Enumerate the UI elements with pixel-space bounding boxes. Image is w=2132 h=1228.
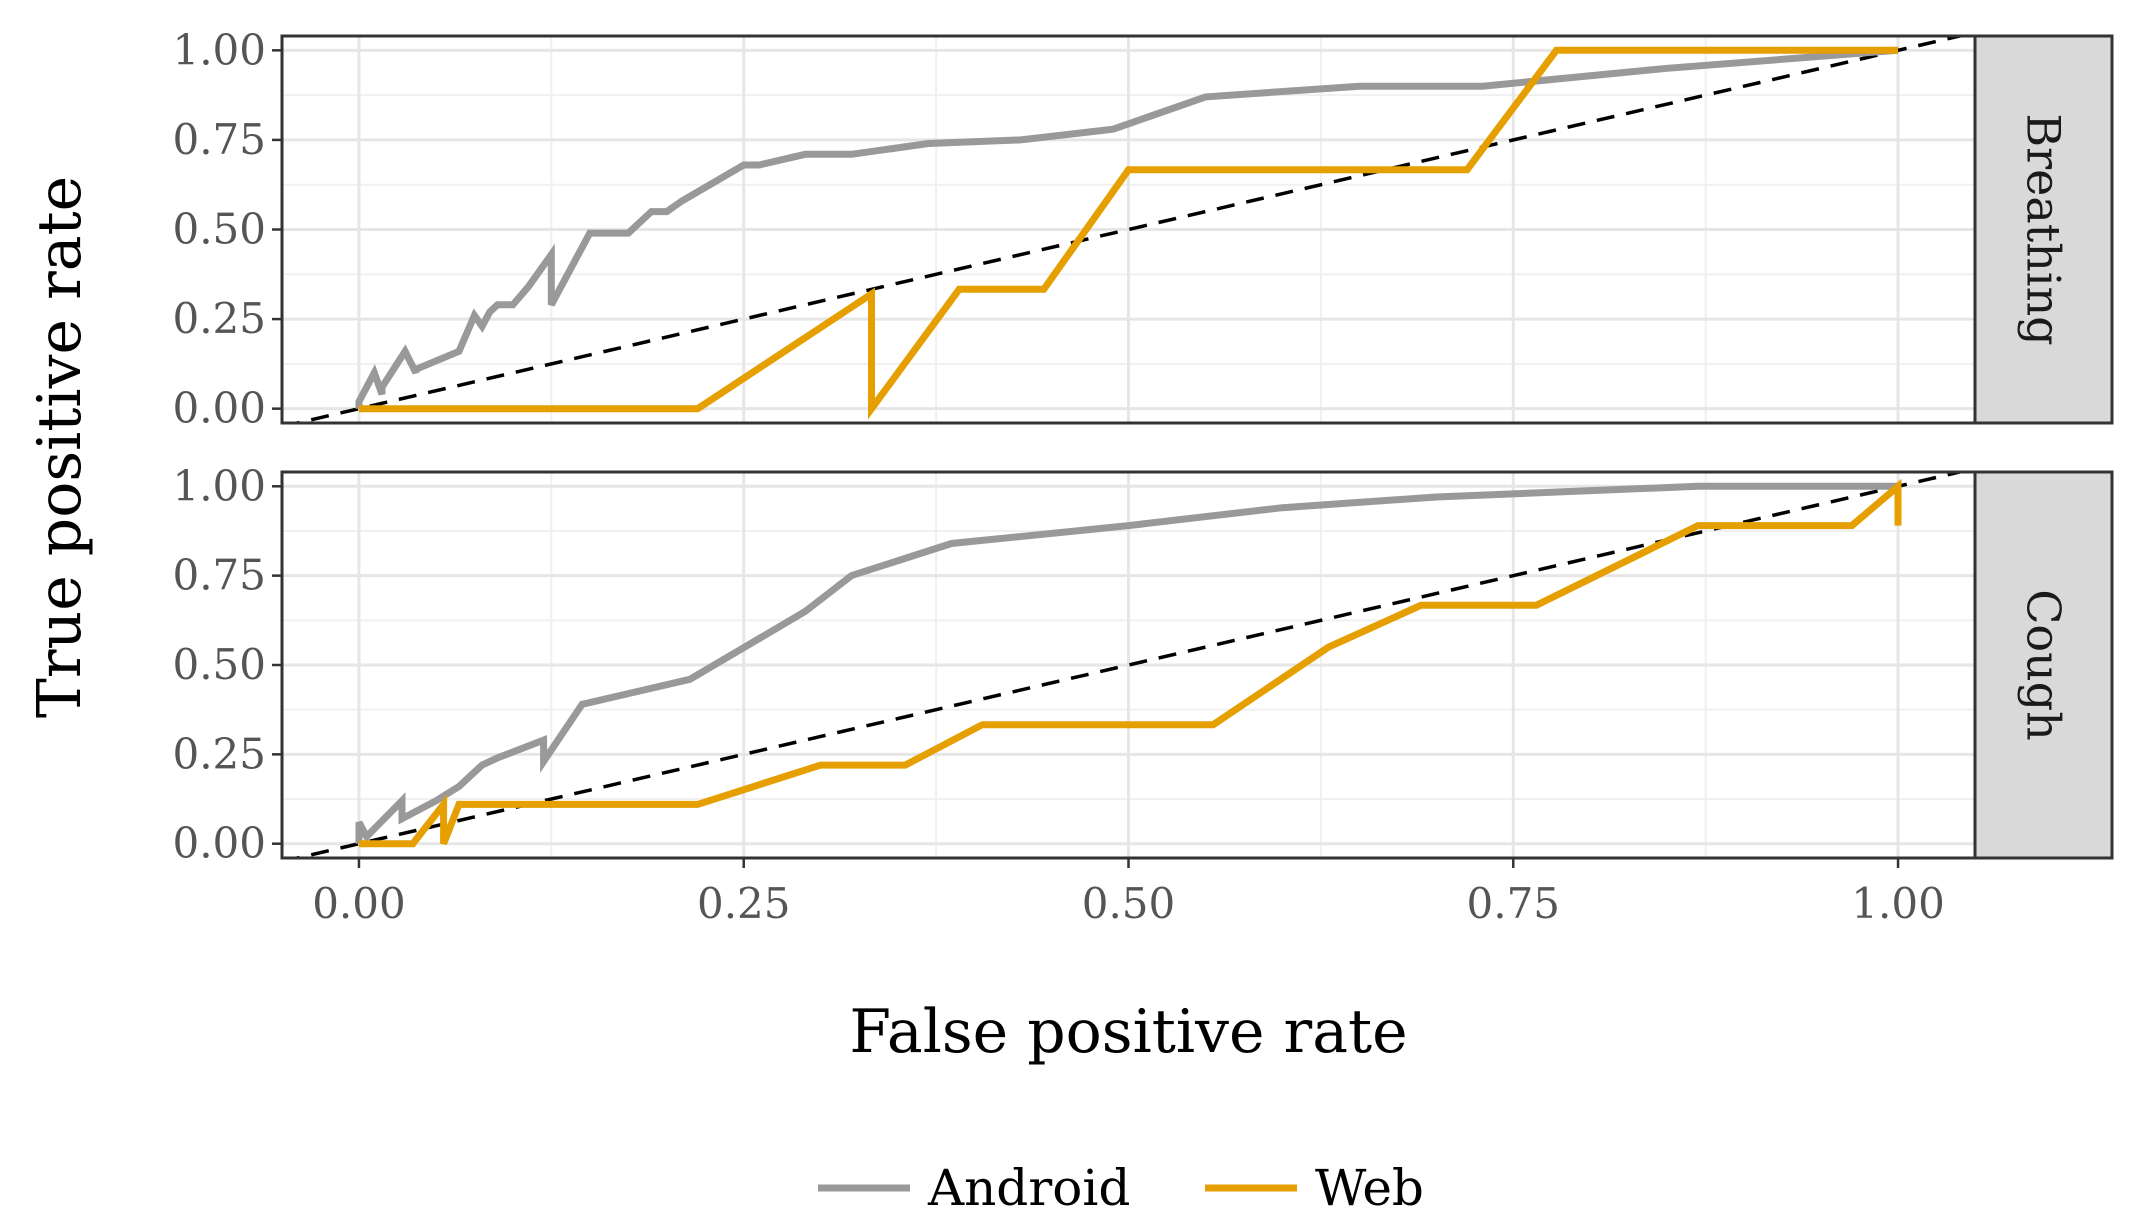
y-tick-label: 0.75 (172, 551, 266, 600)
reference-diagonal (289, 36, 1968, 423)
reference-diagonal (289, 472, 1968, 858)
y-tick-label: 1.00 (172, 461, 266, 510)
panel-breathing: 0.00 0.25 0.50 0.75 1.00 Breathing (172, 25, 2114, 433)
facet-strip-label: Cough (2017, 589, 2071, 741)
y-tick-label: 1.00 (172, 25, 266, 74)
legend: Android Web (818, 1159, 1424, 1217)
series-line-web (359, 478, 1902, 848)
x-tick-label: 0.00 (312, 879, 406, 928)
series-line-web (359, 46, 1898, 420)
y-tick-label: 0.25 (172, 294, 266, 343)
facet-strip (1973, 470, 2114, 860)
y-tick-label: 0.50 (172, 640, 266, 689)
x-tick-label: 1.00 (1851, 879, 1945, 928)
x-axis-title: False positive rate (849, 997, 1407, 1067)
x-tick-label: 0.25 (697, 879, 791, 928)
y-tick-label: 0.75 (172, 115, 266, 164)
y-axis-title: True positive rate (25, 176, 95, 718)
y-tick-label: 0.25 (172, 729, 266, 778)
series-line-android (355, 46, 1899, 409)
y-tick-label: 0.50 (172, 205, 266, 254)
facet-strip-label: Breathing (2017, 113, 2071, 345)
legend-label-android: Android (927, 1159, 1130, 1217)
x-tick-label: 0.50 (1082, 879, 1176, 928)
facet-strip (1973, 34, 2114, 425)
series-line-android (355, 482, 1898, 844)
panel-cough: 0.00 0.25 0.50 0.75 1.00 Cough (172, 461, 2114, 868)
x-tick-label: 0.75 (1467, 879, 1561, 928)
legend-label-web: Web (1315, 1159, 1424, 1217)
y-tick-label: 0.00 (172, 819, 266, 868)
y-tick-label: 0.00 (172, 384, 266, 433)
